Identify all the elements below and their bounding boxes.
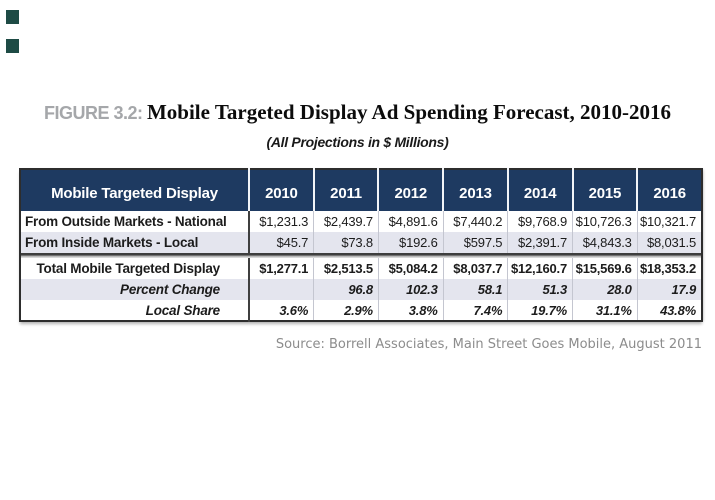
value-cell: $8,037.7 (442, 258, 508, 279)
value-cell: $192.6 (377, 232, 444, 253)
corner-accent-square-bottom (6, 39, 19, 53)
figure-subtitle: (All Projections in $ Millions) (266, 134, 449, 150)
table-row-outside-national: From Outside Markets - National $1,231.3… (20, 211, 702, 232)
row-label: Local Share (145, 302, 221, 318)
spending-forecast-table-wrap: Mobile Targeted Display 2010 2011 2012 2… (19, 168, 703, 322)
column-header-2015: 2015 (571, 169, 638, 211)
value-cell: 7.4% (442, 300, 508, 321)
total-separator-rule (20, 253, 702, 258)
table-row-inside-local: From Inside Markets - Local $45.7 $73.8 … (20, 232, 702, 253)
value-cell: $10,726.3 (572, 211, 638, 232)
table-row-local-share: Local Share 3.6% 2.9% 3.8% 7.4% 19.7% 31… (20, 300, 702, 321)
value-cell: 51.3 (507, 279, 573, 300)
value-cell: 31.1% (572, 300, 638, 321)
value-cell: $7,440.2 (442, 211, 508, 232)
corner-accent-square-top (6, 10, 19, 24)
column-header-2013: 2013 (442, 169, 508, 211)
value-cell: $1,231.3 (248, 211, 314, 232)
value-cell: $12,160.7 (507, 258, 573, 279)
column-header-2012: 2012 (377, 169, 444, 211)
value-cell: $2,513.5 (313, 258, 379, 279)
value-cell: 102.3 (377, 279, 444, 300)
row-label: Percent Change (20, 279, 249, 300)
value-cell: 58.1 (442, 279, 508, 300)
column-header-metric: Mobile Targeted Display (20, 169, 249, 211)
value-cell: $45.7 (248, 232, 314, 253)
value-cell: 19.7% (507, 300, 573, 321)
value-cell: $4,843.3 (572, 232, 638, 253)
column-header-2016: 2016 (636, 169, 702, 211)
column-header-2014: 2014 (506, 169, 573, 211)
value-cell: $2,439.7 (313, 211, 379, 232)
value-cell (248, 279, 314, 300)
value-cell: $15,569.6 (572, 258, 638, 279)
value-cell: 17.9 (636, 279, 702, 300)
value-cell: 2.9% (313, 300, 379, 321)
value-cell: 28.0 (572, 279, 638, 300)
row-label: From Outside Markets - National (25, 214, 227, 229)
figure-number-label: FIGURE 3.2: (43, 103, 143, 123)
value-cell: 3.8% (377, 300, 444, 321)
row-label: From Inside Markets - Local (20, 232, 249, 253)
value-cell: $597.5 (442, 232, 508, 253)
figure-title-line: FIGURE 3.2: Mobile Targeted Display Ad S… (0, 100, 715, 125)
value-cell: $4,891.6 (377, 211, 444, 232)
table-header-row: Mobile Targeted Display 2010 2011 2012 2… (20, 169, 702, 211)
value-cell: $2,391.7 (507, 232, 573, 253)
value-cell: $1,277.1 (248, 258, 314, 279)
value-cell: $8,031.5 (636, 232, 702, 253)
spending-forecast-table: Mobile Targeted Display 2010 2011 2012 2… (19, 168, 703, 322)
source-attribution: Source: Borrell Associates, Main Street … (275, 337, 702, 352)
value-cell: 96.8 (313, 279, 379, 300)
value-cell: $18,353.2 (636, 258, 702, 279)
value-cell: $73.8 (313, 232, 379, 253)
table-row-percent-change: Percent Change 96.8 102.3 58.1 51.3 28.0… (20, 279, 702, 300)
row-label: Total Mobile Targeted Display (36, 261, 221, 276)
value-cell: $10,321.7 (636, 211, 702, 232)
value-cell: 3.6% (248, 300, 314, 321)
value-cell: $9,768.9 (507, 211, 573, 232)
column-header-2010: 2010 (248, 169, 314, 211)
value-cell: $5,084.2 (377, 258, 444, 279)
column-header-2011: 2011 (312, 169, 379, 211)
table-row-total: Total Mobile Targeted Display $1,277.1 $… (20, 258, 702, 279)
figure-title: Mobile Targeted Display Ad Spending Fore… (146, 100, 672, 124)
value-cell: 43.8% (636, 300, 702, 321)
